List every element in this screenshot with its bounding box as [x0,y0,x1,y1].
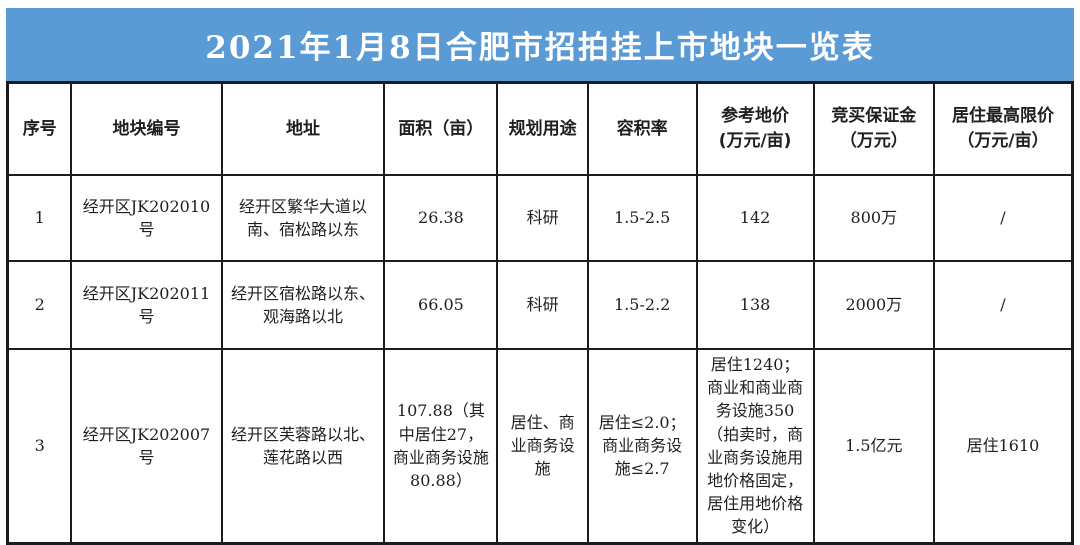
cell-max-residential-price: 居住1610 [932,348,1074,544]
header-cell-plot-ratio: 容积率 [586,81,698,176]
cell-planned-use: 科研 [496,260,589,350]
header-cell-area: 面积（亩） [383,81,499,176]
header-cell-address: 地址 [220,81,386,176]
header-row: 序号 地块编号 地址 面积（亩） 规划用途 容积率 参考地价 (万元/亩) 竞买… [6,81,1074,176]
table-title-banner: 2021年1月8日合肥市招拍挂上市地块一览表 [6,8,1074,81]
cell-parcel-number: 经开区JK202010号 [70,174,223,262]
cell-reference-price: 居住1240；商业和商业商务设施350（拍卖时，商业商务设施用地价格固定，居住用… [695,348,815,544]
cell-max-residential-price: / [932,174,1074,262]
land-parcel-table: 序号 地块编号 地址 面积（亩） 规划用途 容积率 参考地价 (万元/亩) 竞买… [6,81,1074,545]
cell-planned-use: 科研 [496,174,589,262]
cell-area: 66.05 [383,260,499,350]
cell-max-residential-price: / [932,260,1074,350]
header-cell-max-residential-price: 居住最高限价 （万元/亩） [932,81,1074,176]
cell-planned-use: 居住、商业商务设施 [496,348,589,544]
cell-reference-price: 142 [695,174,815,262]
table-row: 1 经开区JK202010号 经开区繁华大道以南、宿松路以东 26.38 科研 … [6,174,1074,262]
cell-address: 经开区芙蓉路以北、莲花路以西 [220,348,386,544]
land-listing-sheet: 2021年1月8日合肥市招拍挂上市地块一览表 序号 地块编号 地址 面积（亩） … [6,8,1074,545]
cell-bid-deposit: 2000万 [812,260,935,350]
cell-bid-deposit: 1.5亿元 [812,348,935,544]
cell-area: 107.88（其中居住27，商业商务设施80.88） [383,348,499,544]
table-row: 3 经开区JK202007号 经开区芙蓉路以北、莲花路以西 107.88（其中居… [6,348,1074,544]
header-cell-reference-price: 参考地价 (万元/亩) [695,81,815,176]
cell-index: 2 [6,260,73,350]
cell-parcel-number: 经开区JK202007号 [70,348,223,544]
cell-address: 经开区宿松路以东、观海路以北 [220,260,386,350]
cell-plot-ratio: 居住≤2.0；商业商务设施≤2.7 [586,348,698,544]
cell-index: 1 [6,174,73,262]
header-cell-parcel-number: 地块编号 [70,81,223,176]
cell-address: 经开区繁华大道以南、宿松路以东 [220,174,386,262]
page-title: 2021年1月8日合肥市招拍挂上市地块一览表 [205,30,875,66]
cell-plot-ratio: 1.5-2.2 [586,260,698,350]
header-cell-planned-use: 规划用途 [496,81,589,176]
cell-bid-deposit: 800万 [812,174,935,262]
cell-area: 26.38 [383,174,499,262]
cell-index: 3 [6,348,73,544]
header-cell-bid-deposit: 竞买保证金 （万元） [812,81,935,176]
header-cell-index: 序号 [6,81,73,176]
cell-parcel-number: 经开区JK202011号 [70,260,223,350]
table-row: 2 经开区JK202011号 经开区宿松路以东、观海路以北 66.05 科研 1… [6,260,1074,350]
cell-reference-price: 138 [695,260,815,350]
cell-plot-ratio: 1.5-2.5 [586,174,698,262]
